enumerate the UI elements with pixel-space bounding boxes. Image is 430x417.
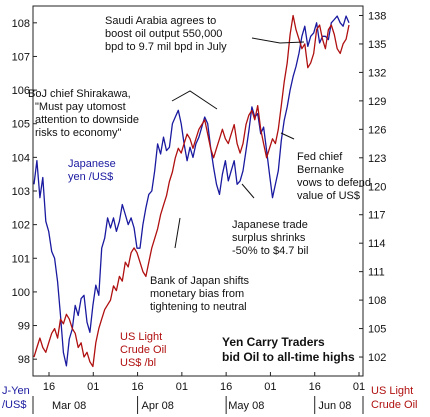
- right-tick-label: 129: [368, 96, 386, 108]
- right-tick-label: 123: [368, 153, 386, 165]
- x-tick-label: 01: [353, 381, 365, 393]
- x-tick-label: 16: [220, 381, 232, 393]
- right-tick-label: 120: [368, 181, 386, 193]
- left-tick-label: 102: [12, 220, 30, 232]
- series-line-yen: [33, 15, 350, 367]
- left-axis-label: J-Yen /US$: [2, 385, 33, 411]
- left-axis-ticks: 98 99 100 101 102 103 104 105 106 107 108: [12, 18, 37, 366]
- x-tick-label: 01: [87, 381, 99, 393]
- x-tick-label: 16: [309, 381, 321, 393]
- left-tick-label: 107: [12, 51, 30, 63]
- right-tick-label: 132: [368, 67, 386, 79]
- right-tick-label: 105: [368, 324, 386, 336]
- leader-saudi: [251, 37, 305, 44]
- right-tick-label: 114: [368, 238, 386, 250]
- x-tick-label: 01: [264, 381, 276, 393]
- left-tick-label: 106: [12, 85, 30, 97]
- leader-trade: [241, 183, 255, 199]
- annotation-saudi: Saudi Arabia agrees to boost oil output …: [105, 15, 227, 53]
- left-tick-label: 108: [12, 18, 30, 30]
- right-tick-label: 111: [368, 267, 385, 279]
- series-label-oil: US Light Crude Oil US$ /bl: [120, 331, 170, 369]
- right-tick-label: 108: [368, 295, 386, 307]
- right-axis-ticks: 102 105 108 111 114 117 120 123 126 129 132 135 138: [359, 10, 386, 364]
- left-tick-label: 103: [12, 186, 30, 198]
- left-tick-label: 105: [12, 119, 30, 131]
- left-tick-label: 100: [12, 287, 30, 299]
- right-tick-label: 102: [368, 352, 386, 364]
- annotation-boj: BoJ chief Shirakawa, "Must pay utomost a…: [28, 88, 142, 139]
- right-tick-label: 126: [368, 124, 386, 136]
- left-tick-label: 99: [18, 321, 30, 333]
- x-tick-label: 01: [176, 381, 188, 393]
- right-tick-label: 117: [368, 210, 386, 222]
- left-tick-label: 104: [12, 152, 30, 164]
- annotation-leaders: [171, 37, 305, 249]
- series-label-yen: Japanese yen /US$: [68, 158, 119, 183]
- month-label: Apr 08: [142, 400, 174, 412]
- right-tick-label: 138: [368, 10, 386, 22]
- series-line-oil: [33, 14, 350, 368]
- chart-title: Yen Carry Traders bid Oil to all-time hi…: [222, 335, 355, 364]
- annotation-fed: Fed chief Bernanke vows to defend value …: [297, 151, 374, 202]
- left-tick-label: 98: [18, 354, 30, 366]
- month-label: May 08: [228, 400, 264, 412]
- annotation-trade: Japanese trade surplus shrinks -50% to $…: [232, 219, 311, 257]
- left-tick-label: 101: [12, 253, 30, 265]
- month-label: Mar 08: [52, 400, 86, 412]
- annotation-boj-shift: Bank of Japan shifts monetary bias from …: [150, 275, 252, 313]
- month-label: Jun 08: [318, 400, 351, 412]
- series-layer: [33, 14, 350, 368]
- x-tick-label: 16: [131, 381, 143, 393]
- right-axis-label: US Light Crude Oil: [371, 385, 417, 411]
- leader-boj: [171, 90, 218, 110]
- leader-boj-shift: [174, 217, 181, 249]
- right-tick-label: 135: [368, 39, 386, 51]
- leader-fed: [280, 132, 295, 140]
- x-tick-label: 16: [43, 381, 55, 393]
